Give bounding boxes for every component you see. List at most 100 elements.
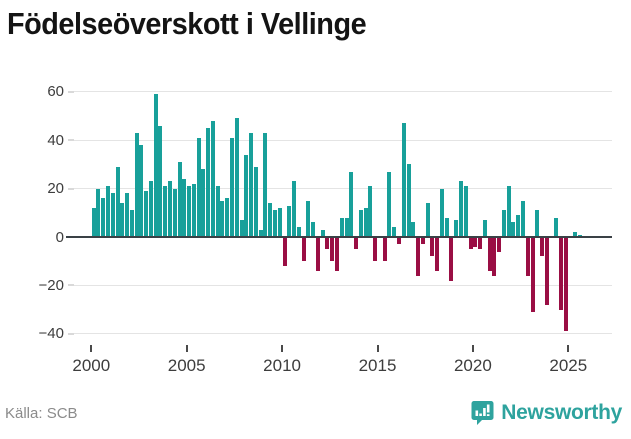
y-axis-tick — [68, 90, 74, 93]
bar-positive — [573, 232, 578, 237]
y-axis-tick — [66, 236, 74, 238]
newsworthy-brand-link[interactable]: Newsworthy — [471, 400, 622, 426]
y-axis-label: 0 — [55, 228, 64, 246]
bar-negative — [563, 237, 568, 332]
bar-positive — [292, 181, 297, 237]
bar-positive — [463, 186, 468, 237]
bar-negative — [325, 237, 330, 250]
bar-positive — [249, 132, 254, 237]
bar-positive — [158, 125, 163, 237]
x-axis-label: 2000 — [72, 356, 111, 375]
bar-positive — [320, 229, 325, 237]
bar-positive — [272, 210, 277, 237]
bar-negative — [478, 237, 483, 250]
bar-positive — [482, 220, 487, 237]
y-axis-tick — [68, 284, 74, 287]
bar-negative — [334, 237, 339, 271]
x-axis-tick — [376, 345, 379, 352]
x-axis-label: 2020 — [453, 356, 492, 375]
bar-positive — [148, 181, 153, 237]
bar-positive — [201, 169, 206, 237]
bar-positive — [187, 186, 192, 237]
bar-positive — [196, 137, 201, 237]
x-axis-label: 2025 — [549, 356, 588, 375]
bar-negative — [492, 237, 497, 276]
bar-positive — [215, 186, 220, 237]
y-axis-label: 40 — [47, 131, 64, 149]
bar-positive — [444, 217, 449, 237]
bar-positive — [349, 171, 354, 237]
bar-negative — [487, 237, 492, 271]
bar-positive — [368, 186, 373, 237]
x-axis-label: 2005 — [167, 356, 206, 375]
bar-positive — [244, 154, 249, 237]
bar-positive — [258, 229, 263, 237]
bar-positive — [406, 164, 411, 237]
y-axis-tick — [68, 139, 74, 142]
source-label: Källa: SCB — [5, 405, 78, 422]
bar-positive — [239, 220, 244, 237]
bar-positive — [101, 198, 106, 237]
bar-positive — [296, 227, 301, 237]
bar-positive — [182, 178, 187, 237]
bar-positive — [411, 222, 416, 237]
brand-name: Newsworthy — [501, 401, 622, 424]
bar-positive — [578, 234, 583, 237]
bar-positive — [339, 217, 344, 237]
bar-negative — [544, 237, 549, 305]
bar-negative — [473, 237, 478, 247]
bar-positive — [554, 217, 559, 237]
bar-negative — [330, 237, 335, 262]
bar-negative — [540, 237, 545, 257]
bar-positive — [225, 198, 230, 237]
bar-positive — [96, 188, 101, 237]
bar-negative — [315, 237, 320, 271]
bar-positive — [506, 186, 511, 237]
bar-positive — [358, 210, 363, 237]
bar-positive — [263, 132, 268, 237]
bar-positive — [501, 210, 506, 237]
gridline — [72, 91, 612, 93]
bar-positive — [210, 120, 215, 237]
gridline — [72, 284, 612, 286]
bar-negative — [373, 237, 378, 262]
bar-positive — [439, 188, 444, 237]
bar-negative — [559, 237, 564, 310]
y-axis-tick — [68, 332, 74, 335]
gridline — [72, 333, 612, 335]
bar-negative — [416, 237, 421, 276]
bar-positive — [153, 94, 158, 237]
x-axis-tick — [90, 345, 93, 352]
newsworthy-logo-icon — [471, 400, 494, 426]
y-axis-label: −40 — [38, 325, 64, 343]
bar-positive — [268, 203, 273, 237]
bar-positive — [206, 128, 211, 237]
bar-negative — [468, 237, 473, 250]
bar-positive — [234, 118, 239, 237]
bar-positive — [91, 207, 96, 237]
bar-negative — [435, 237, 440, 271]
bar-positive — [191, 183, 196, 237]
y-axis-label: 60 — [47, 83, 64, 101]
zero-axis-line — [72, 236, 612, 238]
bar-positive — [125, 193, 130, 237]
bar-negative — [301, 237, 306, 262]
bar-positive — [511, 222, 516, 237]
bar-positive — [535, 210, 540, 237]
bar-positive — [387, 171, 392, 237]
bar-positive — [106, 186, 110, 237]
gridline — [72, 188, 612, 190]
bar-negative — [354, 237, 359, 250]
bar-positive — [363, 207, 368, 237]
bar-positive — [168, 181, 173, 237]
bar-positive — [454, 220, 459, 237]
bar-positive — [163, 186, 168, 237]
bar-positive — [311, 222, 316, 237]
bar-positive — [253, 166, 258, 237]
bar-positive — [425, 203, 430, 237]
chart-title: Födelseöverskott i Vellinge — [7, 6, 367, 41]
bar-positive — [401, 123, 406, 237]
bar-negative — [525, 237, 530, 276]
x-axis-label: 2015 — [358, 356, 397, 375]
